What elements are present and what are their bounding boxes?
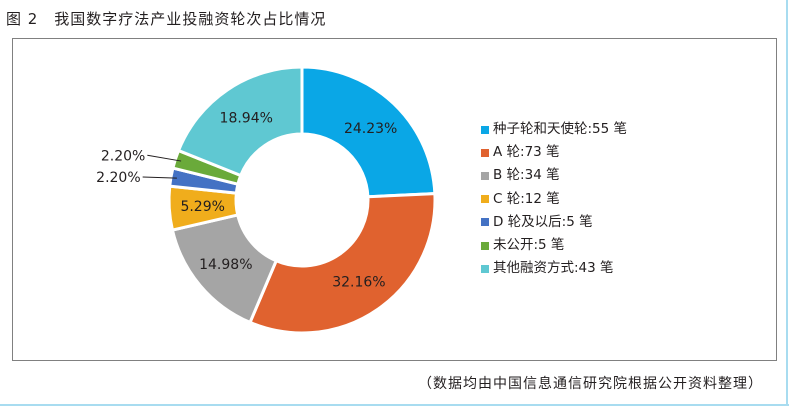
source-note: （数据均由中国信息通信研究院根据公开资料整理） — [418, 376, 763, 392]
legend-item: D 轮及以后:5 笔 — [481, 211, 627, 234]
legend-label: A 轮:73 笔 — [493, 144, 560, 161]
legend-swatch — [481, 218, 489, 227]
legend-swatch — [481, 264, 489, 273]
leader-line — [142, 176, 177, 179]
legend-item: 其他融资方式:43 笔 — [481, 257, 627, 280]
slice-6 — [176, 65, 304, 178]
figure-title: 图 2 我国数字疗法产业投融资轮次占比情况 — [6, 10, 327, 28]
legend-label: 未公开:5 笔 — [493, 237, 565, 254]
legend-label: B 轮:34 笔 — [493, 167, 560, 184]
data-label: 18.94% — [220, 111, 273, 127]
legend-item: C 轮:12 笔 — [481, 188, 627, 211]
data-label: 2.20% — [96, 170, 140, 186]
legend-swatch — [481, 241, 489, 250]
data-label: 14.98% — [199, 257, 252, 273]
legend-item: 未公开:5 笔 — [481, 234, 627, 257]
right-border — [786, 0, 788, 406]
legend-swatch — [481, 148, 489, 157]
legend-item: 种子轮和天使轮:55 笔 — [481, 118, 627, 141]
legend-swatch — [481, 172, 489, 180]
data-label: 24.23% — [344, 121, 397, 137]
slice-1 — [248, 191, 437, 335]
data-label: 5.29% — [180, 199, 224, 215]
data-label: 32.16% — [332, 275, 385, 291]
legend-swatch — [481, 125, 489, 134]
legend: 种子轮和天使轮:55 笔 A 轮:73 笔 B 轮:34 笔 C 轮:12 笔 D 轮及… — [481, 118, 627, 280]
bottom-border — [0, 404, 789, 406]
data-label: 2.20% — [101, 148, 145, 164]
legend-item: B 轮:34 笔 — [481, 164, 627, 187]
legend-label: 种子轮和天使轮:55 笔 — [493, 121, 628, 137]
slice-0 — [300, 65, 437, 199]
legend-swatch — [481, 195, 489, 204]
chart-frame — [12, 38, 777, 361]
legend-item: A 轮:73 笔 — [481, 141, 627, 164]
legend-label: C 轮:12 笔 — [493, 190, 560, 207]
leader-line — [147, 154, 182, 162]
legend-label: 其他融资方式:43 笔 — [493, 260, 614, 277]
legend-label: D 轮及以后:5 笔 — [493, 213, 593, 230]
